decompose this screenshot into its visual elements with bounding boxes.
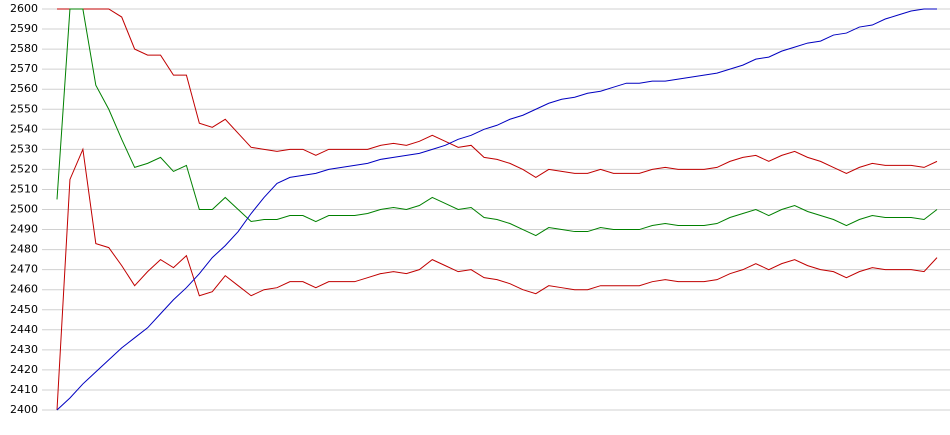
y-tick-label: 2450 [10,303,38,316]
series-line [57,8,938,179]
y-tick-label: 2500 [10,203,38,216]
y-tick-label: 2470 [10,263,38,276]
y-tick-label: 2410 [10,383,38,396]
y-tick-label: 2540 [10,122,38,135]
y-tick-label: 2440 [10,323,38,336]
y-tick-label: 2590 [10,22,38,35]
y-tick-label: 2460 [10,283,38,296]
y-tick-label: 2550 [10,102,38,115]
y-tick-label: 2480 [10,243,38,256]
y-tick-label: 2600 [10,2,38,15]
y-tick-label: 2580 [10,42,38,55]
series-line [56,8,938,237]
y-tick-label: 2570 [10,62,38,75]
y-tick-label: 2490 [10,223,38,236]
y-tick-label: 2430 [10,343,38,356]
series-line [56,8,937,411]
series-line [56,147,938,411]
y-tick-label: 2400 [10,403,38,416]
y-tick-label: 2520 [10,162,38,175]
y-tick-label: 2530 [10,142,38,155]
y-tick-label: 2510 [10,182,38,195]
y-tick-label: 2560 [10,82,38,95]
y-tick-label: 2420 [10,363,38,376]
